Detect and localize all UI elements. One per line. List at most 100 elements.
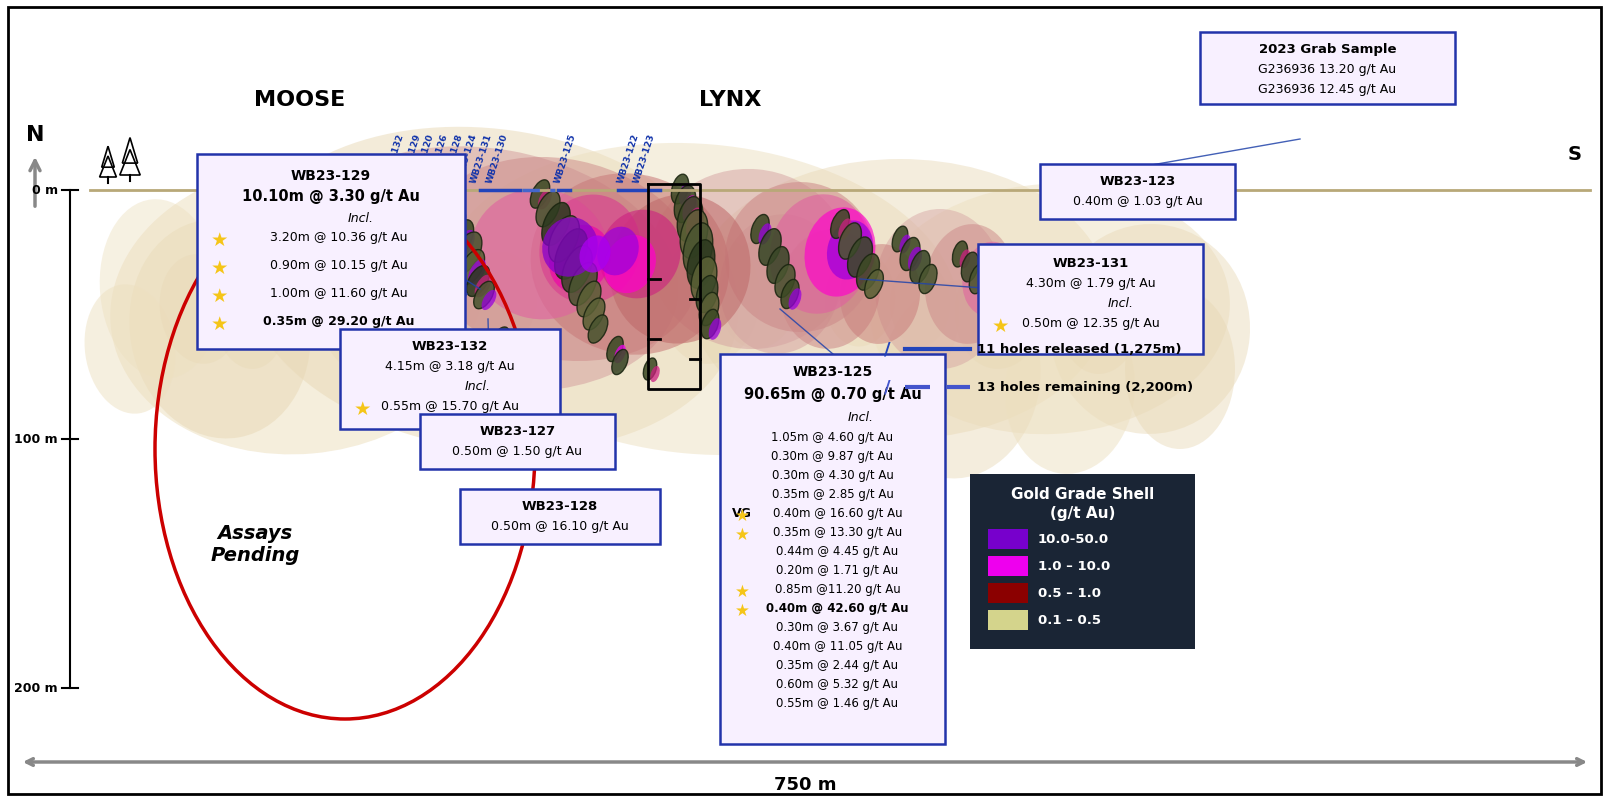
Text: N: N bbox=[26, 125, 45, 145]
FancyBboxPatch shape bbox=[1200, 33, 1455, 105]
Ellipse shape bbox=[838, 224, 861, 260]
Ellipse shape bbox=[452, 233, 481, 275]
Text: WB23-131: WB23-131 bbox=[468, 133, 494, 184]
Ellipse shape bbox=[891, 227, 907, 253]
Ellipse shape bbox=[899, 235, 911, 254]
Ellipse shape bbox=[644, 358, 656, 380]
FancyBboxPatch shape bbox=[460, 489, 660, 545]
Ellipse shape bbox=[444, 206, 460, 229]
Ellipse shape bbox=[216, 269, 285, 370]
Text: WB23-125: WB23-125 bbox=[553, 133, 578, 184]
Ellipse shape bbox=[1141, 282, 1149, 298]
Ellipse shape bbox=[682, 196, 698, 224]
Ellipse shape bbox=[880, 280, 1041, 479]
Ellipse shape bbox=[320, 245, 420, 375]
Text: WB23-132: WB23-132 bbox=[412, 339, 488, 353]
Text: 0.55m @ 15.70 g/t Au: 0.55m @ 15.70 g/t Au bbox=[381, 399, 520, 412]
Ellipse shape bbox=[494, 341, 515, 368]
Text: 13 holes remaining (2,200m): 13 holes remaining (2,200m) bbox=[977, 381, 1194, 394]
Text: WB23-120: WB23-120 bbox=[410, 133, 436, 184]
Text: 0.35m @ 2.85 g/t Au: 0.35m @ 2.85 g/t Au bbox=[772, 488, 893, 500]
Ellipse shape bbox=[788, 289, 801, 310]
Ellipse shape bbox=[1075, 290, 1084, 310]
Ellipse shape bbox=[708, 318, 721, 340]
Ellipse shape bbox=[907, 248, 922, 272]
Ellipse shape bbox=[542, 203, 570, 246]
Ellipse shape bbox=[562, 246, 592, 293]
Ellipse shape bbox=[615, 346, 626, 364]
Ellipse shape bbox=[985, 255, 1015, 300]
Text: S: S bbox=[1569, 145, 1582, 164]
Ellipse shape bbox=[650, 367, 660, 383]
Text: G236936 12.45 g/t Au: G236936 12.45 g/t Au bbox=[1258, 83, 1397, 96]
Text: 0.20m @ 1.71 g/t Au: 0.20m @ 1.71 g/t Au bbox=[777, 563, 898, 577]
Ellipse shape bbox=[502, 350, 518, 370]
Ellipse shape bbox=[925, 225, 1015, 345]
Text: ★: ★ bbox=[735, 525, 750, 543]
Ellipse shape bbox=[911, 251, 930, 284]
Text: WB23-130: WB23-130 bbox=[484, 133, 510, 184]
Text: 200 m: 200 m bbox=[14, 682, 58, 695]
Text: Assays
Pending: Assays Pending bbox=[211, 524, 299, 565]
Ellipse shape bbox=[776, 265, 795, 298]
Ellipse shape bbox=[589, 315, 608, 344]
Text: 0.50m @ 16.10 g/t Au: 0.50m @ 16.10 g/t Au bbox=[491, 520, 629, 533]
FancyBboxPatch shape bbox=[196, 155, 465, 350]
Ellipse shape bbox=[597, 227, 639, 276]
Ellipse shape bbox=[684, 224, 713, 276]
Ellipse shape bbox=[687, 241, 714, 289]
Text: ★: ★ bbox=[211, 259, 228, 277]
Text: 1.00m @ 11.60 g/t Au: 1.00m @ 11.60 g/t Au bbox=[270, 286, 407, 300]
Ellipse shape bbox=[610, 195, 750, 344]
Ellipse shape bbox=[961, 253, 978, 282]
Text: ★: ★ bbox=[211, 286, 228, 306]
Text: 4.30m @ 1.79 g/t Au: 4.30m @ 1.79 g/t Au bbox=[1025, 277, 1155, 290]
Text: 10.10m @ 3.30 g/t Au: 10.10m @ 3.30 g/t Au bbox=[241, 188, 420, 204]
Text: WB23-132: WB23-132 bbox=[381, 133, 405, 184]
Ellipse shape bbox=[840, 245, 920, 345]
Text: 0.1 – 0.5: 0.1 – 0.5 bbox=[1038, 614, 1101, 626]
Ellipse shape bbox=[690, 160, 1110, 439]
Ellipse shape bbox=[385, 230, 475, 350]
Text: Incl.: Incl. bbox=[348, 212, 373, 225]
Ellipse shape bbox=[780, 280, 800, 310]
Text: LYNX: LYNX bbox=[698, 90, 761, 110]
Text: 0.60m @ 5.32 g/t Au: 0.60m @ 5.32 g/t Au bbox=[777, 677, 898, 691]
Text: 0.40m @ 42.60 g/t Au: 0.40m @ 42.60 g/t Au bbox=[766, 602, 909, 614]
Text: 0.55m @ 1.46 g/t Au: 0.55m @ 1.46 g/t Au bbox=[777, 696, 898, 709]
Ellipse shape bbox=[85, 285, 175, 414]
Text: 0.44m @ 4.45 g/t Au: 0.44m @ 4.45 g/t Au bbox=[777, 545, 898, 557]
Ellipse shape bbox=[1060, 265, 1141, 375]
Ellipse shape bbox=[954, 249, 1046, 370]
Ellipse shape bbox=[726, 183, 875, 333]
Ellipse shape bbox=[302, 147, 679, 392]
Text: WB23-129: WB23-129 bbox=[291, 168, 372, 183]
Ellipse shape bbox=[1134, 273, 1146, 296]
Ellipse shape bbox=[1025, 285, 1035, 304]
Text: 0.30m @ 9.87 g/t Au: 0.30m @ 9.87 g/t Au bbox=[771, 449, 893, 463]
Ellipse shape bbox=[870, 184, 1229, 435]
Ellipse shape bbox=[700, 293, 719, 326]
Text: ★: ★ bbox=[354, 399, 370, 419]
Ellipse shape bbox=[111, 164, 489, 455]
Bar bbox=[988, 557, 1028, 577]
Ellipse shape bbox=[1101, 277, 1115, 303]
Text: Incl.: Incl. bbox=[465, 379, 491, 392]
Ellipse shape bbox=[603, 236, 656, 294]
Ellipse shape bbox=[537, 189, 552, 210]
Text: 1.0 – 10.0: 1.0 – 10.0 bbox=[1038, 560, 1110, 573]
Text: 11 holes released (1,275m): 11 holes released (1,275m) bbox=[977, 343, 1181, 356]
Ellipse shape bbox=[1142, 284, 1154, 307]
Ellipse shape bbox=[531, 180, 550, 209]
Ellipse shape bbox=[446, 221, 473, 259]
Ellipse shape bbox=[838, 219, 851, 241]
Ellipse shape bbox=[422, 158, 698, 362]
Ellipse shape bbox=[830, 210, 850, 239]
Ellipse shape bbox=[549, 225, 611, 294]
Text: Gold Grade Shell
(g/t Au): Gold Grade Shell (g/t Au) bbox=[1010, 486, 1154, 520]
Ellipse shape bbox=[555, 229, 587, 280]
Ellipse shape bbox=[890, 262, 949, 347]
Ellipse shape bbox=[499, 336, 512, 354]
Text: 1.05m @ 4.60 g/t Au: 1.05m @ 4.60 g/t Au bbox=[771, 431, 893, 444]
Text: WB23-124: WB23-124 bbox=[454, 132, 478, 184]
